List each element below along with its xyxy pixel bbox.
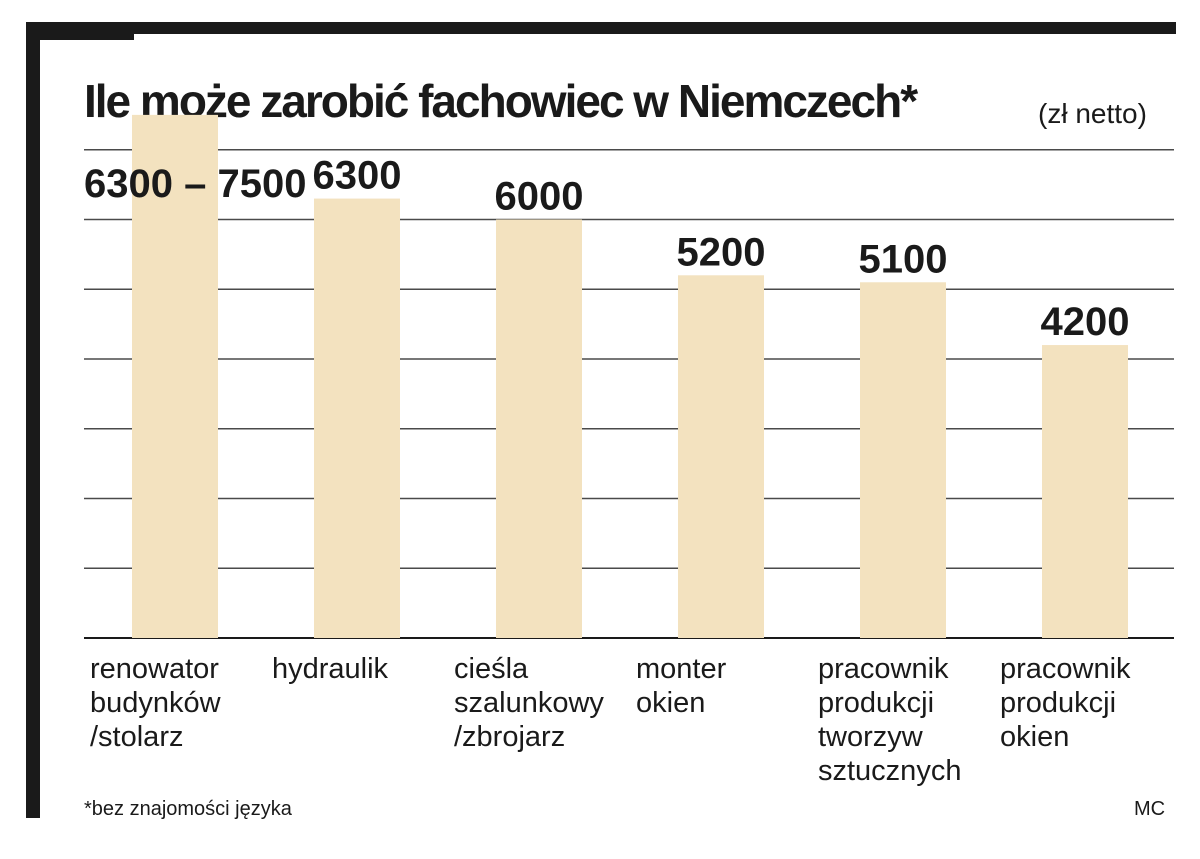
category-label-line: sztucznych (818, 755, 962, 787)
category-label-line: pracownik (818, 653, 949, 685)
category-label-line: budynków (90, 687, 221, 719)
category-label-1: hydraulik (272, 652, 388, 686)
frame-top-bar (26, 22, 1176, 34)
category-label-line: cieśla (454, 653, 529, 685)
bars (132, 114, 1128, 638)
category-label-line: szalunkowy (454, 687, 604, 719)
bar-2 (496, 219, 582, 638)
category-label-4: pracownik produkcji tworzyw sztucznych (818, 652, 961, 788)
category-label-line: hydraulik (272, 653, 389, 685)
bar-3 (678, 275, 764, 638)
chart-unit: (zł netto) (1038, 98, 1147, 129)
category-label-3: monter okien (636, 652, 726, 720)
bar-1 (314, 198, 400, 638)
source-credit: MC (1134, 798, 1166, 820)
value-labels: 6300 – 7500 6300 6000 5200 5100 4200 (84, 154, 1129, 344)
frame-corner-notch (26, 22, 134, 40)
bar-0 (132, 114, 218, 638)
value-label-5: 4200 (1041, 300, 1130, 344)
value-label-1: 6300 (313, 154, 402, 198)
bar-4 (860, 282, 946, 638)
value-label-4: 5100 (859, 237, 948, 281)
category-label-5: pracownik produkcji okien (1000, 652, 1131, 754)
chart-title: Ile może zarobić fachowiec w Niemczech* (84, 75, 918, 127)
category-label-line: okien (1000, 721, 1070, 753)
category-label-2: cieśla szalunkowy/zbrojarz (454, 652, 604, 754)
value-label-0: 6300 – 7500 (84, 162, 306, 206)
frame-left-bar (26, 22, 40, 818)
category-label-line: /zbrojarz (454, 721, 566, 753)
value-label-2: 6000 (495, 175, 584, 219)
category-label-line: pracownik (1000, 653, 1131, 685)
category-label-line: produkcji (1000, 687, 1117, 719)
category-label-line: /stolarz (90, 721, 184, 753)
category-label-line: renowator (90, 653, 219, 685)
bar-5 (1042, 345, 1128, 638)
gridlines (84, 149, 1174, 639)
category-label-line: okien (636, 687, 706, 719)
footnote: *bez znajomości języka (84, 798, 292, 820)
category-label-0: renowator budynków/stolarz (90, 652, 221, 754)
category-label-line: monter (636, 653, 727, 685)
category-label-line: produkcji (818, 687, 935, 719)
value-label-3: 5200 (677, 230, 766, 274)
category-label-line: tworzyw (818, 721, 923, 753)
